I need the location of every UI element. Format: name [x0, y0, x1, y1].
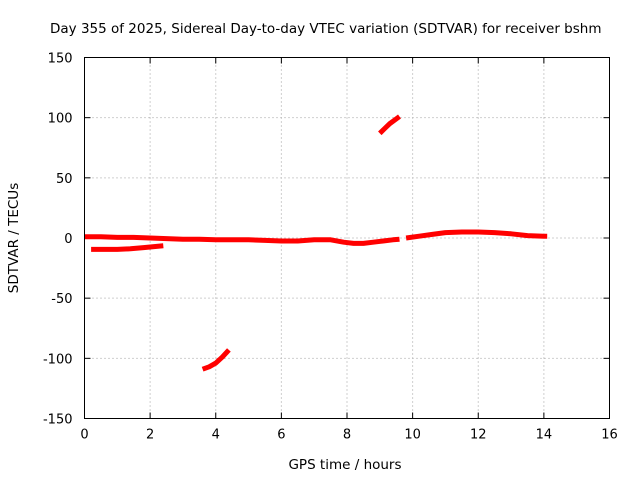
x-tick-label: 0 — [80, 428, 88, 443]
y-tick-label: -100 — [43, 352, 73, 367]
y-tick-label: -150 — [43, 413, 73, 428]
series-line-lower-offset-arc — [91, 243, 164, 252]
y-tick-label: -50 — [51, 292, 72, 307]
series-line-spike-high — [378, 114, 401, 136]
x-tick-label: 12 — [470, 428, 487, 443]
x-tick-label: 6 — [277, 428, 285, 443]
x-tick-label: 10 — [404, 428, 421, 443]
y-tick-label: 0 — [64, 232, 72, 247]
y-tick-label: 150 — [48, 52, 73, 67]
y-tick-label: 100 — [48, 112, 73, 127]
x-tick-label: 8 — [343, 428, 351, 443]
x-tick-label: 16 — [601, 428, 618, 443]
chart-title: Day 355 of 2025, Sidereal Day-to-day VTE… — [50, 21, 601, 37]
x-axis-label: GPS time / hours — [288, 457, 401, 473]
plot-frame — [84, 57, 610, 419]
x-tick-labels: 0 2 4 6 8 10 12 14 16 — [80, 428, 617, 443]
series-line-main-arc-b — [405, 229, 548, 241]
series-line-spike-low — [201, 348, 231, 372]
x-tick-label: 2 — [146, 428, 154, 443]
y-tick-label: 50 — [56, 172, 73, 187]
y-tick-labels: -150 -100 -50 0 50 100 150 — [43, 52, 73, 428]
x-tick-label: 4 — [212, 428, 220, 443]
series-line-main-arc-a — [84, 234, 400, 246]
x-tick-label: 14 — [536, 428, 553, 443]
data-series — [84, 114, 548, 372]
y-axis-label: SDTVAR / TECUs — [6, 183, 22, 293]
